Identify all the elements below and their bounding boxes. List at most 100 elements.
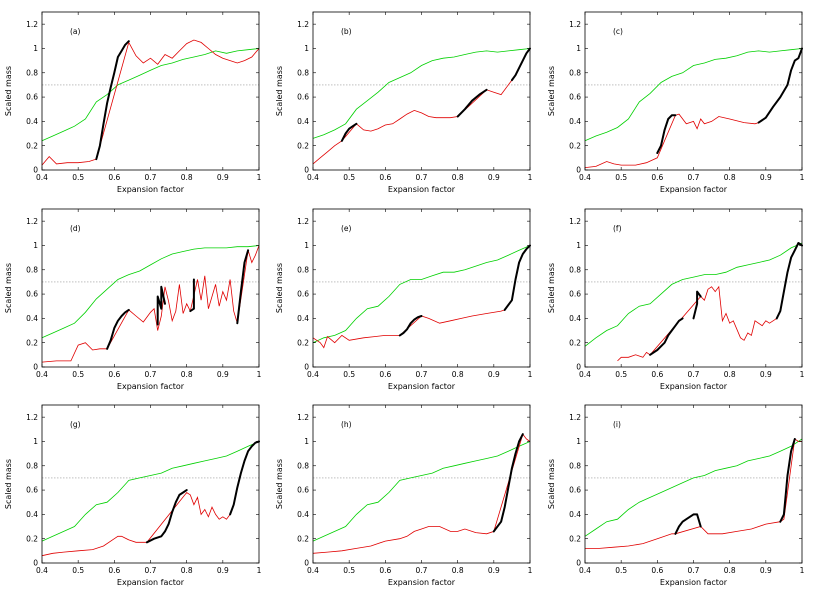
series-line-0 <box>584 242 803 347</box>
x-tick-label: 0.8 <box>452 173 464 182</box>
y-tick-label: 1.2 <box>569 217 581 226</box>
y-tick-label: 0.4 <box>26 314 38 323</box>
x-tick-label: 0.9 <box>488 370 500 379</box>
panel-label: (h) <box>341 420 352 429</box>
x-tick-label: 0.5 <box>615 173 627 182</box>
x-tick-label: 0.6 <box>651 173 663 182</box>
y-tick-label: 0.4 <box>569 117 581 126</box>
y-tick-label: 0.4 <box>297 314 309 323</box>
y-tick-label: 0.2 <box>569 338 581 347</box>
panel-label: (d) <box>70 224 81 233</box>
y-tick-label: 1.2 <box>297 20 309 29</box>
x-tick-label: 0.9 <box>488 173 500 182</box>
x-tick-label: 0.6 <box>379 566 391 575</box>
x-tick-label: 0.8 <box>724 566 736 575</box>
x-tick-label: 0.7 <box>145 173 157 182</box>
panel-6: 0.4 0.5 0.6 0.7 0.8 0.9 1 0 0.2 0.4 0.6 0.8 1 1.2 Expa… <box>4 404 262 587</box>
y-tick-label: 1.2 <box>26 20 38 29</box>
y-tick-label: 1 <box>304 241 309 250</box>
x-tick-label: 0.8 <box>724 370 736 379</box>
y-tick-label: 1.2 <box>26 413 38 422</box>
y-tick-label: 0.2 <box>297 338 309 347</box>
x-tick-label: 0.4 <box>36 566 48 575</box>
x-tick-label: 0.7 <box>416 370 428 379</box>
series-line-2 <box>492 433 524 533</box>
panel-1: 0.4 0.5 0.6 0.7 0.8 0.9 1 0 0.2 0.4 0.6 0.8 1 1.2 Expa… <box>275 11 533 194</box>
panel-label: (c) <box>613 27 623 36</box>
x-tick-label: 0.8 <box>181 173 193 182</box>
x-tick-label: 0.6 <box>108 566 120 575</box>
y-tick-label: 0.8 <box>569 461 581 470</box>
y-tick-label: 0.4 <box>297 117 309 126</box>
x-tick-label: 0.7 <box>145 370 157 379</box>
series-line-1 <box>312 433 531 554</box>
y-tick-label: 1 <box>304 44 309 53</box>
x-tick-label: 0.4 <box>579 566 591 575</box>
x-axis-label: Expansion factor <box>388 382 456 391</box>
x-tick-label: 0.4 <box>579 173 591 182</box>
series-line-0 <box>312 48 531 139</box>
panel-label: (e) <box>341 224 352 233</box>
series-line-0 <box>41 245 260 339</box>
y-tick-label: 0.4 <box>569 314 581 323</box>
y-tick-label: 0.8 <box>297 68 309 77</box>
panel-5: 0.4 0.5 0.6 0.7 0.8 0.9 1 0 0.2 0.4 0.6 0.8 1 1.2 Expa… <box>547 208 805 391</box>
x-tick-label: 0.4 <box>36 173 48 182</box>
y-tick-label: 0.8 <box>297 461 309 470</box>
x-tick-label: 0.9 <box>760 566 772 575</box>
y-tick-label: 1 <box>576 44 581 53</box>
y-tick-label: 0.4 <box>26 117 38 126</box>
y-tick-label: 0.4 <box>297 510 309 519</box>
x-tick-label: 0.8 <box>724 173 736 182</box>
series-line-3 <box>456 88 488 118</box>
x-tick-label: 0.6 <box>108 370 120 379</box>
x-tick-label: 0.5 <box>615 370 627 379</box>
y-axis-label: Scaled mass <box>275 66 284 116</box>
x-tick-label: 1 <box>528 370 533 379</box>
y-tick-label: 0.2 <box>26 141 38 150</box>
x-tick-label: 1 <box>528 173 533 182</box>
y-axis-label: Scaled mass <box>275 263 284 313</box>
y-tick-label: 0.2 <box>26 534 38 543</box>
x-tick-label: 0.5 <box>343 370 355 379</box>
panel-0: 0.4 0.5 0.6 0.7 0.8 0.9 1 0 0.2 0.4 0.6 0.8 1 1.2 Expa… <box>4 11 262 194</box>
y-tick-label: 1 <box>576 437 581 446</box>
x-tick-label: 0.6 <box>651 370 663 379</box>
series-line-1 <box>584 113 759 168</box>
x-axis-label: Expansion factor <box>117 382 185 391</box>
x-tick-label: 0.4 <box>579 370 591 379</box>
x-tick-label: 0.7 <box>416 173 428 182</box>
x-tick-label: 0.5 <box>72 566 84 575</box>
x-tick-label: 0.6 <box>108 173 120 182</box>
series-line-2 <box>145 489 188 544</box>
y-tick-label: 0.6 <box>26 93 38 102</box>
series-line-2 <box>674 513 702 535</box>
y-axis-label: Scaled mass <box>4 263 13 313</box>
x-tick-label: 0.6 <box>379 173 391 182</box>
series-line-3 <box>757 47 803 124</box>
series-line-3 <box>779 438 796 523</box>
y-tick-label: 0.6 <box>26 486 38 495</box>
x-tick-label: 0.4 <box>307 566 319 575</box>
y-tick-label: 1.2 <box>297 217 309 226</box>
series-line-4 <box>189 278 195 313</box>
y-tick-label: 1 <box>33 44 38 53</box>
series-line-2 <box>106 308 130 350</box>
y-tick-label: 0 <box>33 363 38 372</box>
y-tick-label: 0.6 <box>569 486 581 495</box>
panel-label: (f) <box>613 224 622 233</box>
y-tick-label: 0.6 <box>569 290 581 299</box>
series-line-2 <box>398 315 423 337</box>
x-axis-label: Expansion factor <box>388 578 456 587</box>
panel-8: 0.4 0.5 0.6 0.7 0.8 0.9 1 0 0.2 0.4 0.6 0.8 1 1.2 Expa… <box>547 404 805 587</box>
y-tick-label: 0.4 <box>26 510 38 519</box>
series-line-1 <box>41 491 231 557</box>
y-tick-label: 0.6 <box>297 290 309 299</box>
panel-label: (g) <box>70 420 81 429</box>
series-line-2 <box>649 317 684 356</box>
series-line-0 <box>41 441 260 542</box>
panel-2: 0.4 0.5 0.6 0.7 0.8 0.9 1 0 0.2 0.4 0.6 0.8 1 1.2 Expa… <box>547 11 805 194</box>
panel-7: 0.4 0.5 0.6 0.7 0.8 0.9 1 0 0.2 0.4 0.6 0.8 1 1.2 Expa… <box>275 404 533 587</box>
series-line-0 <box>41 48 260 142</box>
